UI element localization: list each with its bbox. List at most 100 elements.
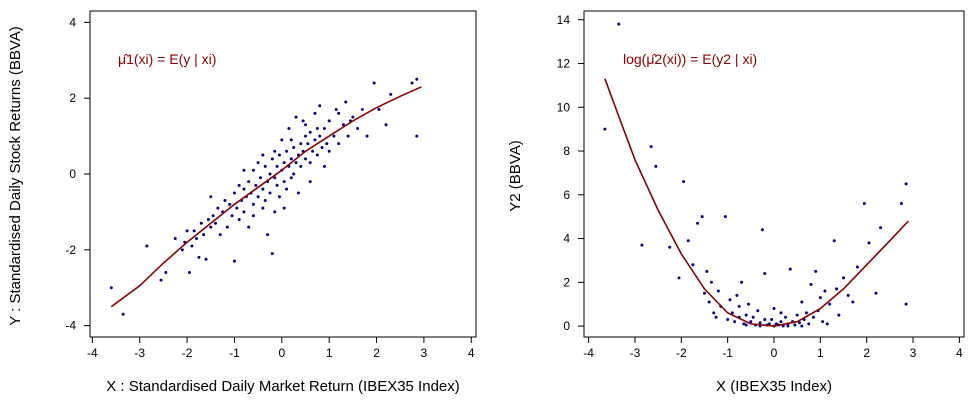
left-data-point xyxy=(277,153,281,157)
left-data-point xyxy=(242,168,246,172)
right-data-point xyxy=(649,145,653,149)
right-data-point xyxy=(781,324,785,328)
left-data-point xyxy=(259,176,263,180)
left-x-tick-label: -4 xyxy=(87,346,98,360)
right-data-point xyxy=(767,322,771,326)
right-data-point xyxy=(603,127,607,131)
left-data-point xyxy=(195,236,199,240)
left-data-point xyxy=(187,271,191,275)
left-data-point xyxy=(254,183,258,187)
left-data-point xyxy=(206,217,210,221)
right-data-point xyxy=(823,289,827,293)
right-y-axis-label: Y2 (BBVA) xyxy=(507,140,524,211)
left-data-point xyxy=(109,286,113,290)
right-data-point xyxy=(835,287,839,291)
right-x-tick-label: 3 xyxy=(910,346,917,360)
right-data-point xyxy=(825,322,829,326)
left-data-point xyxy=(308,180,312,184)
left-data-point xyxy=(192,229,196,233)
left-data-point xyxy=(415,77,419,81)
right-data-point xyxy=(668,245,672,249)
left-data-point xyxy=(247,225,251,229)
left-data-point xyxy=(273,149,277,153)
left-data-point xyxy=(315,153,319,157)
left-x-axis-label: X : Standardised Daily Market Return (IB… xyxy=(106,378,460,395)
right-data-point xyxy=(828,302,832,306)
left-data-point xyxy=(159,278,163,282)
right-data-point xyxy=(751,315,755,319)
left-data-point xyxy=(173,236,177,240)
left-data-point xyxy=(384,123,388,127)
left-data-point xyxy=(209,225,213,229)
left-x-tick-label: 4 xyxy=(468,346,475,360)
left-data-point xyxy=(318,104,322,108)
left-data-point xyxy=(164,271,168,275)
left-data-point xyxy=(237,217,241,221)
left-data-point xyxy=(237,183,241,187)
right-data-point xyxy=(811,315,815,319)
left-data-point xyxy=(289,138,293,142)
right-x-tick-label: 4 xyxy=(956,346,963,360)
right-data-point xyxy=(800,324,804,328)
left-data-point xyxy=(308,161,312,165)
right-data-point xyxy=(879,226,883,230)
left-data-point xyxy=(230,214,234,218)
left-data-point xyxy=(261,206,265,210)
left-x-tick-label: -2 xyxy=(182,346,193,360)
left-x-tick-label: 1 xyxy=(326,346,333,360)
right-y-tick-label: 6 xyxy=(563,188,570,202)
left-data-point xyxy=(275,164,279,168)
left-data-point xyxy=(211,214,215,218)
left-data-point xyxy=(365,134,369,138)
right-data-point xyxy=(899,202,903,206)
left-data-point xyxy=(282,180,286,184)
left-data-point xyxy=(322,164,326,168)
left-data-point xyxy=(268,191,272,195)
left-data-point xyxy=(289,157,293,161)
left-data-point xyxy=(251,202,255,206)
left-data-point xyxy=(306,142,310,146)
right-data-point xyxy=(779,320,783,324)
right-data-point xyxy=(807,322,811,326)
left-data-point xyxy=(351,115,355,119)
left-data-point xyxy=(266,233,270,237)
left-data-point xyxy=(299,142,303,146)
left-data-point xyxy=(214,221,218,225)
right-data-point xyxy=(744,313,748,317)
left-data-point xyxy=(197,255,201,259)
left-x-tick-label: 0 xyxy=(278,346,285,360)
left-y-tick-label: -2 xyxy=(65,243,76,257)
right-y-tick-label: 14 xyxy=(557,13,571,27)
right-data-point xyxy=(640,243,644,247)
left-data-point xyxy=(232,191,236,195)
left-data-point xyxy=(263,164,267,168)
left-data-point xyxy=(410,81,414,85)
right-data-point xyxy=(700,215,704,219)
left-data-point xyxy=(303,123,307,127)
left-data-point xyxy=(313,138,317,142)
left-data-point xyxy=(301,119,305,123)
right-data-point xyxy=(904,302,908,306)
left-data-point xyxy=(242,187,246,191)
left-data-point xyxy=(251,168,255,172)
left-data-point xyxy=(289,176,293,180)
left-data-point xyxy=(270,157,274,161)
left-data-point xyxy=(190,244,194,248)
left-data-point xyxy=(280,138,284,142)
left-data-point xyxy=(356,127,360,131)
right-data-point xyxy=(749,320,753,324)
left-data-point xyxy=(121,312,125,316)
left-data-point xyxy=(199,221,203,225)
left-data-point xyxy=(318,134,322,138)
right-data-point xyxy=(779,311,783,315)
right-fitted-curve xyxy=(604,78,909,327)
right-data-point xyxy=(788,267,792,271)
left-data-point xyxy=(204,257,208,261)
left-data-point xyxy=(218,233,222,237)
right-data-point xyxy=(726,317,730,321)
right-data-point xyxy=(786,324,790,328)
left-data-point xyxy=(311,149,315,153)
left-data-point xyxy=(180,248,184,252)
left-data-point xyxy=(251,214,255,218)
